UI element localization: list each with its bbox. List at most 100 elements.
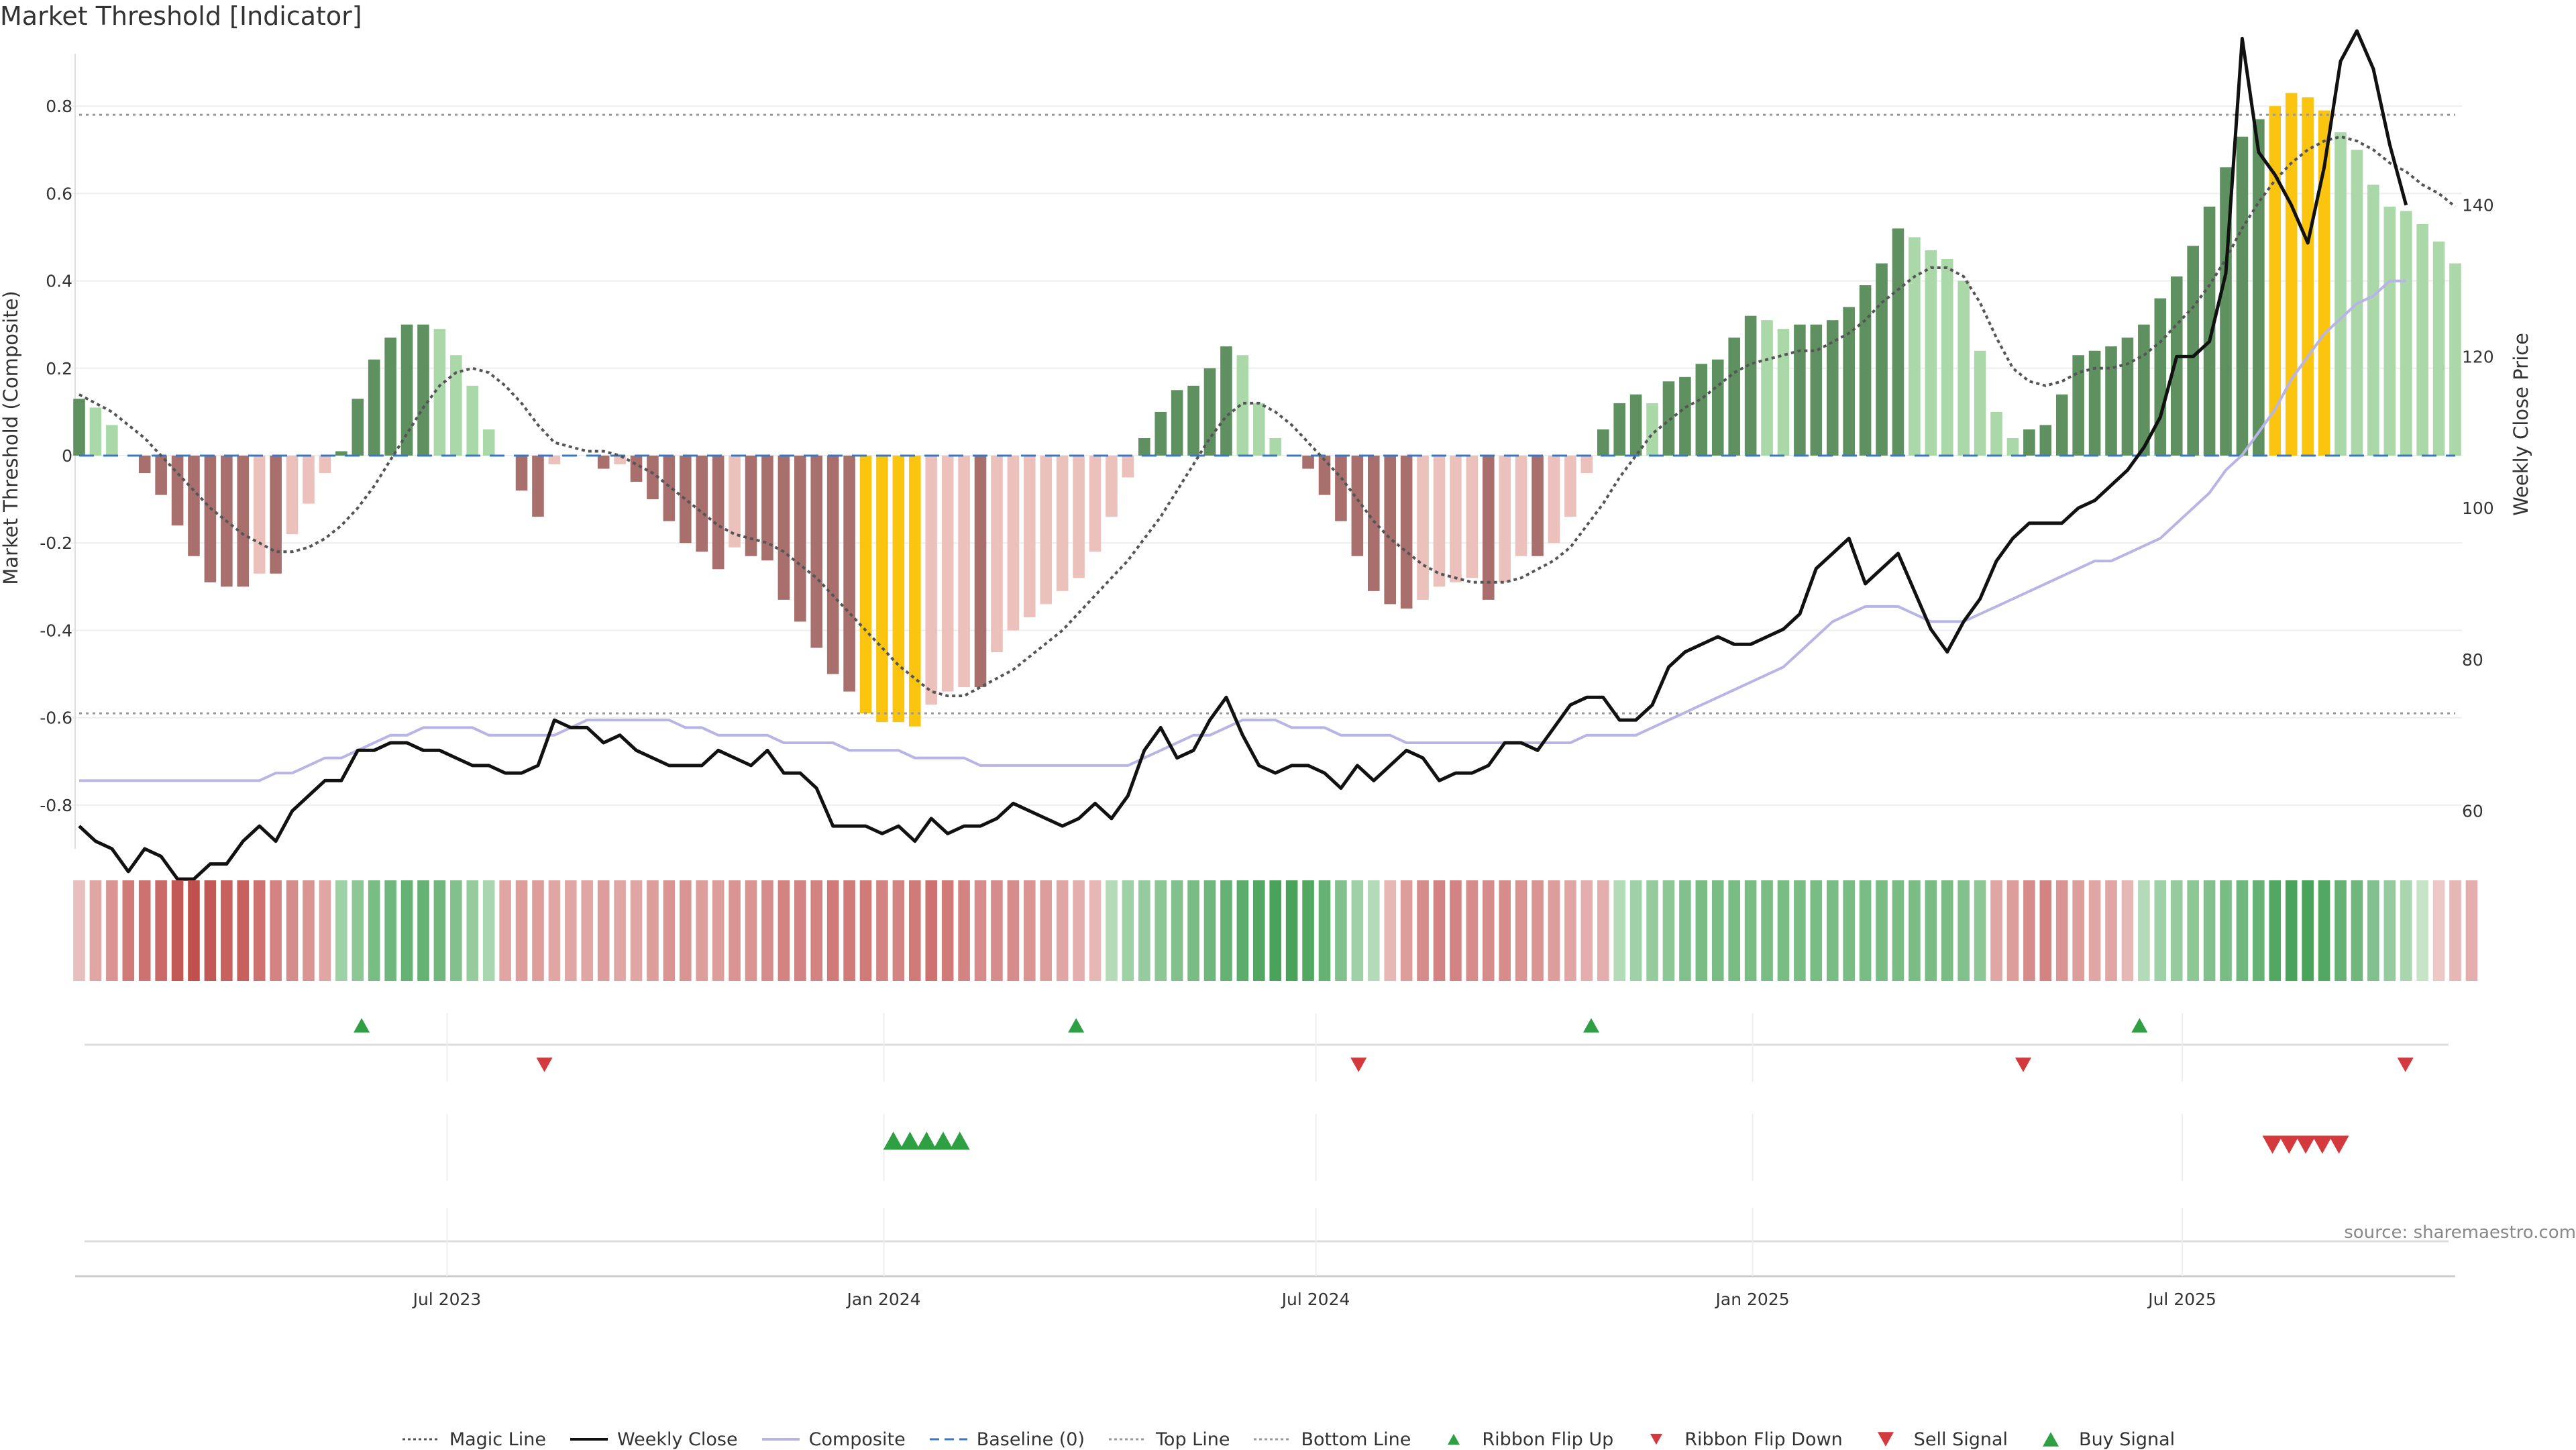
composite-bar bbox=[1629, 394, 1642, 456]
legend-label: Composite bbox=[808, 1429, 906, 1450]
x-tick-label: Jul 2023 bbox=[412, 1290, 482, 1309]
composite-bar bbox=[1187, 385, 1199, 456]
legend-item-flip_up: Ribbon Flip Up bbox=[1434, 1429, 1613, 1450]
composite-bar bbox=[909, 456, 921, 727]
ribbon-cell bbox=[2416, 880, 2428, 981]
ribbon-cell bbox=[745, 880, 757, 981]
ribbon-flip-up-marker bbox=[354, 1018, 370, 1033]
ribbon-cell bbox=[515, 880, 528, 981]
ribbon-cell bbox=[597, 880, 610, 981]
ribbon-cell bbox=[1236, 880, 1249, 981]
composite-bar bbox=[1252, 403, 1265, 456]
legend-swatch-baseline bbox=[929, 1438, 967, 1441]
ribbon-cell bbox=[2253, 880, 2265, 981]
ribbon-cell bbox=[1400, 880, 1413, 981]
ribbon-cell bbox=[826, 880, 839, 981]
ribbon-cell bbox=[777, 880, 790, 981]
ribbon-cell bbox=[1826, 880, 1839, 981]
ribbon-cell bbox=[991, 880, 1003, 981]
composite-bar bbox=[1826, 320, 1839, 456]
ribbon-cell bbox=[1564, 880, 1576, 981]
ribbon-cell bbox=[1007, 880, 1020, 981]
ribbon-cell bbox=[1515, 880, 1527, 981]
composite-bar bbox=[1695, 364, 1708, 456]
ribbon-cell bbox=[843, 880, 855, 981]
composite-bar bbox=[2449, 263, 2461, 456]
ribbon-cell bbox=[2302, 880, 2314, 981]
composite-bar bbox=[417, 324, 429, 456]
ribbon-cell bbox=[286, 880, 299, 981]
composite-bar bbox=[1203, 368, 1216, 456]
ribbon-cell bbox=[171, 880, 184, 981]
left-tick-label: 0.4 bbox=[46, 272, 72, 291]
composite-bar bbox=[1106, 456, 1118, 517]
ribbon-cell bbox=[1433, 880, 1446, 981]
composite-bar bbox=[2318, 110, 2330, 456]
ribbon-cell bbox=[204, 880, 217, 981]
composite-bar bbox=[1613, 403, 1625, 456]
ribbon-cell bbox=[1351, 880, 1364, 981]
right-axis-label: Weekly Close Price bbox=[2510, 333, 2532, 516]
ribbon-cell bbox=[647, 880, 659, 981]
ribbon-cell bbox=[499, 880, 511, 981]
ribbon-cell bbox=[958, 880, 970, 981]
composite-bar bbox=[1580, 456, 1593, 474]
composite-bar bbox=[1433, 456, 1446, 587]
ribbon-cell bbox=[1810, 880, 1823, 981]
ribbon-cell bbox=[941, 880, 954, 981]
ribbon-cell bbox=[1269, 880, 1282, 981]
x-tick-label: Jul 2024 bbox=[1281, 1290, 1350, 1309]
composite-bar bbox=[89, 407, 102, 456]
ribbon-cell bbox=[2351, 880, 2363, 981]
ribbon-cell bbox=[1155, 880, 1167, 981]
ribbon-cell bbox=[1056, 880, 1069, 981]
legend-label: Top Line bbox=[1156, 1429, 1230, 1450]
ribbon-cell bbox=[2334, 880, 2347, 981]
ribbon-flip-down-marker bbox=[2397, 1057, 2414, 1072]
composite-bar bbox=[941, 456, 954, 692]
composite-bar bbox=[2088, 350, 2101, 456]
composite-bar bbox=[548, 456, 561, 465]
ribbon-cell bbox=[1285, 880, 1298, 981]
composite-bar bbox=[1236, 355, 1249, 456]
ribbon-cell bbox=[400, 880, 413, 981]
left-tick-label: -0.4 bbox=[40, 621, 72, 640]
composite-bar bbox=[286, 456, 299, 535]
right-tick-label: 80 bbox=[2462, 650, 2483, 670]
ribbon-cell bbox=[1744, 880, 1757, 981]
composite-bar bbox=[1384, 456, 1397, 605]
ribbon-cell bbox=[1252, 880, 1265, 981]
ribbon-cell bbox=[548, 880, 561, 981]
legend-swatch-magic bbox=[402, 1438, 440, 1441]
ribbon-cell bbox=[1843, 880, 1855, 981]
composite-bar bbox=[1957, 280, 1970, 456]
composite-bar bbox=[1777, 329, 1790, 456]
sell-signal-marker bbox=[2262, 1135, 2283, 1154]
ribbon-cell bbox=[1613, 880, 1625, 981]
ribbon-cell bbox=[1859, 880, 1872, 981]
right-tick-label: 60 bbox=[2462, 802, 2483, 821]
composite-bar bbox=[2138, 324, 2150, 456]
legend-item-close: Weekly Close bbox=[569, 1429, 738, 1450]
composite-bar bbox=[991, 456, 1003, 653]
composite-bar bbox=[597, 456, 610, 469]
left-tick-label: -0.6 bbox=[40, 709, 72, 728]
ribbon-cell bbox=[1171, 880, 1183, 981]
legend-item-composite: Composite bbox=[761, 1429, 906, 1450]
composite-bar bbox=[2302, 97, 2314, 456]
composite-bar bbox=[2253, 119, 2265, 456]
composite-bar bbox=[680, 456, 692, 543]
ribbon-cell bbox=[1909, 880, 1921, 981]
ribbon-cell bbox=[663, 880, 676, 981]
composite-bar bbox=[2367, 185, 2379, 456]
ribbon-cell bbox=[1646, 880, 1658, 981]
ribbon-cell bbox=[1974, 880, 1986, 981]
ribbon-flip-up-marker bbox=[2131, 1018, 2148, 1033]
ribbon-cell bbox=[1089, 880, 1102, 981]
ribbon-cell bbox=[2220, 880, 2232, 981]
ribbon-cell bbox=[270, 880, 282, 981]
ribbon-cell bbox=[106, 880, 118, 981]
legend-up-triangle-icon bbox=[2043, 1432, 2059, 1447]
ribbon-cell bbox=[122, 880, 135, 981]
legend-label: Bottom Line bbox=[1301, 1429, 1411, 1450]
